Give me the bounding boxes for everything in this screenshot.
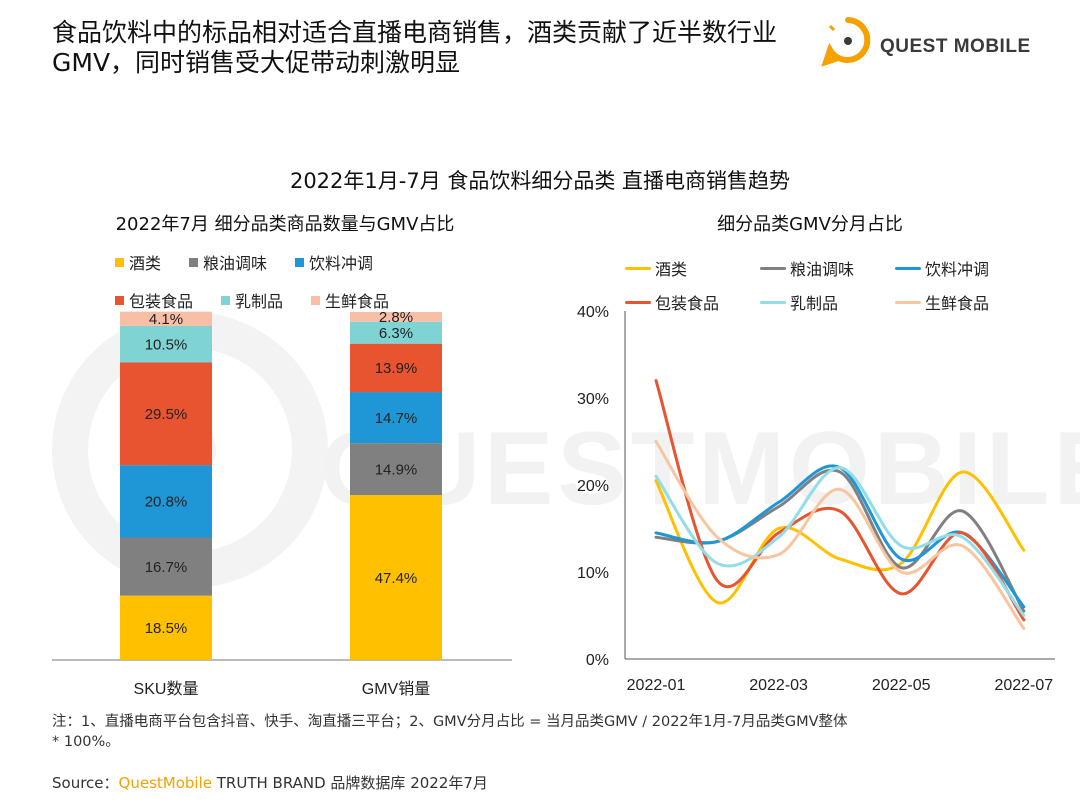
x-tick-label: 2022-03 — [749, 677, 808, 694]
page-title: 食品饮料中的标品相对适合直播电商销售，酒类贡献了近半数行业GMV，同时销售受大促… — [52, 18, 778, 77]
bar-data-label: 14.9% — [375, 461, 418, 478]
source-brand: QuestMobile — [118, 774, 212, 792]
bar-category-label: GMV销量 — [362, 680, 430, 698]
legend-line — [625, 266, 651, 270]
legend-swatch — [115, 295, 124, 305]
legend-label: 酒类 — [655, 260, 688, 279]
logo-text: QUEST MOBILE — [880, 36, 1031, 57]
y-tick-label: 20% — [577, 478, 609, 495]
bar-data-label: 18.5% — [145, 620, 188, 637]
series-line-beverage — [654, 464, 1026, 609]
series-line-dairy — [654, 466, 1026, 617]
footnote-line-1: 注：1、直播电商平台包含抖音、快手、淘直播三平台；2、GMV分月占比 = 当月品… — [52, 714, 848, 730]
legend-item-fresh: 生鲜食品 — [895, 290, 1030, 314]
legend-swatch — [295, 257, 305, 267]
legend-swatch — [311, 295, 321, 305]
bar-data-label: 47.4% — [375, 570, 418, 587]
legend-item-dairy: 乳制品 — [221, 288, 283, 312]
footnote-line-2: * 100%。 — [52, 734, 120, 750]
series-line-liquor — [654, 470, 1026, 605]
bar-data-label: 29.5% — [145, 406, 188, 423]
bar-data-label: 16.7% — [145, 559, 188, 576]
bar-segment-grain_oil — [350, 443, 442, 496]
watermark-text: QUESTMOBILE — [320, 411, 1080, 527]
bar-data-label: 6.3% — [379, 325, 413, 342]
x-tick-label: 2022-07 — [994, 677, 1053, 694]
legend-label: 生鲜食品 — [925, 294, 990, 313]
legend-label: 粮油调味 — [203, 254, 268, 273]
legend-label: 饮料冲调 — [925, 260, 990, 279]
legend-item-grain-oil: 粮油调味 — [189, 250, 267, 274]
bar-data-label: 20.8% — [145, 494, 188, 511]
bar-segment-beverage — [120, 465, 212, 538]
watermark-ring-icon — [52, 312, 328, 588]
bar-segment-dairy — [120, 325, 212, 363]
y-tick-label: 0% — [586, 652, 609, 669]
y-tick-label: 30% — [577, 391, 609, 408]
bar-data-label: 14.7% — [375, 410, 418, 427]
legend-item-liquor: 酒类 — [625, 256, 760, 280]
legend-item-fresh: 生鲜食品 — [311, 288, 389, 312]
bar-data-label: 13.9% — [375, 360, 418, 377]
legend-label: 乳制品 — [235, 292, 284, 311]
logo-mark-icon — [821, 17, 871, 67]
footnote: 注：1、直播电商平台包含抖音、快手、淘直播三平台；2、GMV分月占比 = 当月品… — [52, 712, 1052, 752]
legend-item-packaged: 包装食品 — [115, 288, 193, 312]
bar-segment-grain_oil — [120, 537, 212, 596]
bar-category-label: SKU数量 — [134, 680, 199, 698]
legend-label: 乳制品 — [790, 294, 839, 313]
line-chart-subtitle: 细分品类GMV分月占比 — [717, 214, 903, 235]
legend-swatch — [189, 257, 199, 267]
legend-label: 饮料冲调 — [309, 254, 374, 273]
legend-line — [895, 266, 921, 270]
source-suffix: TRUTH BRAND 品牌数据库 2022年7月 — [211, 774, 488, 792]
y-tick-label: 40% — [577, 304, 609, 321]
source-prefix: Source： — [52, 774, 119, 792]
chart-title: 2022年1月-7月 食品饮料细分品类 直播电商销售趋势 — [289, 169, 791, 193]
series-line-fresh — [654, 440, 1026, 631]
legend-item-beverage: 饮料冲调 — [295, 250, 373, 274]
line-chart-legend: 酒类 粮油调味 饮料冲调 包装食品 乳制品 生鲜食品 — [625, 256, 1045, 324]
legend-line — [760, 300, 786, 304]
legend-swatch — [115, 257, 124, 267]
legend-item-beverage: 饮料冲调 — [895, 256, 1030, 280]
legend-line — [895, 300, 921, 304]
legend-label: 生鲜食品 — [325, 292, 390, 311]
x-tick-label: 2022-01 — [627, 677, 686, 694]
legend-item-grain-oil: 粮油调味 — [760, 256, 895, 280]
legend-label: 粮油调味 — [790, 260, 855, 279]
bar-chart-subtitle: 2022年7月 细分品类商品数量与GMV占比 — [115, 214, 455, 235]
bar-segment-liquor — [120, 595, 212, 660]
legend-label: 包装食品 — [129, 292, 194, 311]
bar-data-label: 10.5% — [145, 336, 188, 353]
legend-label: 包装食品 — [655, 294, 720, 313]
questmobile-logo: QUEST MOBILE — [818, 12, 1048, 72]
series-line-grain_oil — [654, 468, 1026, 613]
y-tick-label: 10% — [577, 565, 609, 582]
legend-line — [760, 266, 786, 270]
source-line: Source：QuestMobile TRUTH BRAND 品牌数据库 202… — [52, 772, 488, 793]
legend-item-dairy: 乳制品 — [760, 290, 895, 314]
bar-segment-liquor — [350, 495, 442, 660]
bar-segment-beverage — [350, 392, 442, 444]
series-line-packaged — [654, 379, 1026, 622]
x-tick-label: 2022-05 — [872, 677, 931, 694]
legend-label: 酒类 — [129, 254, 162, 273]
legend-item-liquor: 酒类 — [115, 250, 161, 274]
bar-chart-legend: 酒类 粮油调味 饮料冲调 包装食品 乳制品 生鲜食品 — [115, 250, 495, 326]
bar-segment-packaged — [120, 362, 212, 466]
bar-segment-packaged — [350, 343, 442, 393]
legend-item-packaged: 包装食品 — [625, 290, 760, 314]
legend-line — [625, 300, 651, 304]
legend-swatch — [221, 295, 231, 305]
